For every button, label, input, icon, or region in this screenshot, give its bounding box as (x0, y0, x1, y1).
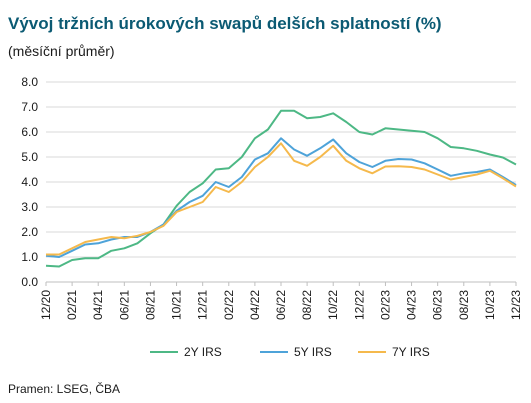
x-tick-label: 02/22 (222, 290, 236, 320)
y-tick-label: 1.0 (21, 250, 38, 264)
x-tick-label: 04/22 (248, 290, 262, 320)
x-tick-label: 06/21 (117, 290, 131, 320)
x-tick-label: 04/23 (405, 290, 419, 320)
legend-label: 2Y IRS (184, 345, 222, 359)
x-tick-label: 12/22 (352, 290, 366, 320)
y-tick-label: 4.0 (21, 175, 38, 189)
chart-title: Vývoj tržních úrokových swapů delších sp… (8, 14, 442, 33)
series-line-2y-irs (45, 109, 517, 268)
x-tick-label: 04/21 (91, 290, 105, 320)
source-note: Pramen: LSEG, ČBA (8, 382, 121, 396)
y-tick-label: 2.0 (21, 225, 38, 239)
x-tick-label: 10/21 (170, 290, 184, 320)
y-tick-label: 0.0 (21, 275, 38, 289)
x-tick-label: 12/20 (39, 290, 53, 320)
legend-label: 5Y IRS (294, 345, 332, 359)
x-tick-label: 12/23 (509, 290, 523, 320)
x-tick-label: 10/22 (326, 290, 340, 320)
x-tick-label: 08/21 (143, 290, 157, 320)
x-tick-label: 06/23 (431, 290, 445, 320)
x-tick-label: 06/22 (274, 290, 288, 320)
y-tick-label: 7.0 (21, 100, 38, 114)
x-tick-label: 08/22 (300, 290, 314, 320)
series-line-7y-irs (46, 142, 517, 256)
x-tick-label: 08/23 (457, 290, 471, 320)
y-tick-label: 8.0 (21, 75, 38, 89)
x-tick-label: 12/21 (196, 290, 210, 320)
x-tick-label: 02/23 (378, 290, 392, 320)
x-tick-label: 10/23 (483, 290, 497, 320)
series-line-5y-irs (45, 137, 517, 258)
x-tick-label: 02/21 (65, 290, 79, 320)
y-tick-label: 6.0 (21, 125, 38, 139)
legend-label: 7Y IRS (392, 345, 430, 359)
y-tick-label: 3.0 (21, 200, 38, 214)
y-tick-label: 5.0 (21, 150, 38, 164)
chart-subtitle: (měsíční průměr) (8, 43, 115, 59)
